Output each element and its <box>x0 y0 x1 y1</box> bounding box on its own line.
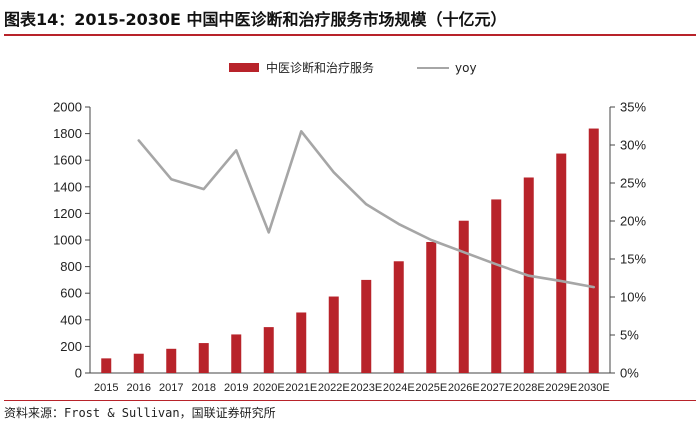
y-tick-label-left: 0 <box>75 366 82 381</box>
bar <box>166 348 177 373</box>
title-divider <box>4 34 696 36</box>
bar-series <box>101 128 599 373</box>
bar <box>426 241 437 373</box>
legend-line-label: yoy <box>455 61 477 75</box>
bar <box>491 199 502 373</box>
y-tick-label-left: 1600 <box>53 153 82 168</box>
bar <box>263 327 274 373</box>
bar <box>393 261 404 373</box>
x-tick-label: 2018 <box>192 382 216 394</box>
bar <box>361 279 372 373</box>
bar <box>328 296 339 373</box>
x-tick-label: 2017 <box>159 382 183 394</box>
chart-axes: 0 200 400 600 800 1000 1200 1400 1600 1800 2000 0% 5… <box>53 100 646 395</box>
bar <box>133 353 144 373</box>
bar <box>458 220 469 373</box>
y-tick-label-right: 5% <box>620 328 639 343</box>
y-tick-label-left: 200 <box>60 339 82 354</box>
x-tick-label: 2029E <box>545 382 577 394</box>
y-tick-label-right: 15% <box>620 252 646 267</box>
y-tick-label-right: 20% <box>620 214 646 229</box>
bar <box>588 128 599 373</box>
bar <box>231 334 242 373</box>
chart-canvas: 中医诊断和治疗服务 yoy 0 200 400 600 800 1000 1200 1400 1… <box>53 60 646 395</box>
y-tick-label-right: 35% <box>620 100 646 115</box>
bar <box>556 153 567 373</box>
y-tick-label-left: 2000 <box>53 100 82 115</box>
x-tick-label: 2016 <box>127 382 151 394</box>
x-tick-label: 2022E <box>318 382 350 394</box>
y-tick-label-left: 800 <box>60 259 82 274</box>
y-tick-label-right: 30% <box>620 138 646 153</box>
x-tick-label: 2025E <box>415 382 447 394</box>
x-tick-label: 2026E <box>448 382 480 394</box>
bar <box>198 343 209 373</box>
y-tick-label-left: 400 <box>60 312 82 327</box>
y-tick-label-left: 1800 <box>53 126 82 141</box>
yoy-series <box>137 130 596 289</box>
y-tick-label-right: 10% <box>620 290 646 305</box>
x-tick-label: 2030E <box>578 382 610 394</box>
x-tick-label: 2020E <box>253 382 285 394</box>
x-tick-label: 2024E <box>383 382 415 394</box>
bar <box>296 312 307 373</box>
legend-bar-label: 中医诊断和治疗服务 <box>266 60 374 75</box>
source-note: 资料来源：Frost & Sullivan，国联证券研究所 <box>4 406 276 420</box>
y-tick-label-left: 1000 <box>53 233 82 248</box>
x-tick-label: 2021E <box>285 382 317 394</box>
bar <box>101 358 112 373</box>
figure-title: 图表14：2015-2030E 中国中医诊断和治疗服务市场规模（十亿元） <box>4 10 507 29</box>
y-tick-label-left: 1200 <box>53 206 82 221</box>
footer-divider <box>4 400 696 401</box>
y-tick-label-left: 600 <box>60 286 82 301</box>
x-tick-label: 2015 <box>94 382 118 394</box>
y-tick-label-left: 1400 <box>53 179 82 194</box>
x-tick-label: 2028E <box>513 382 545 394</box>
legend-bar-swatch <box>229 63 259 72</box>
y-tick-label-right: 25% <box>620 176 646 191</box>
y-tick-label-right: 0% <box>620 366 639 381</box>
x-tick-label: 2019 <box>224 382 248 394</box>
x-tick-label: 2027E <box>480 382 512 394</box>
x-tick-label: 2023E <box>350 382 382 394</box>
chart-legend: 中医诊断和治疗服务 yoy <box>229 60 477 75</box>
